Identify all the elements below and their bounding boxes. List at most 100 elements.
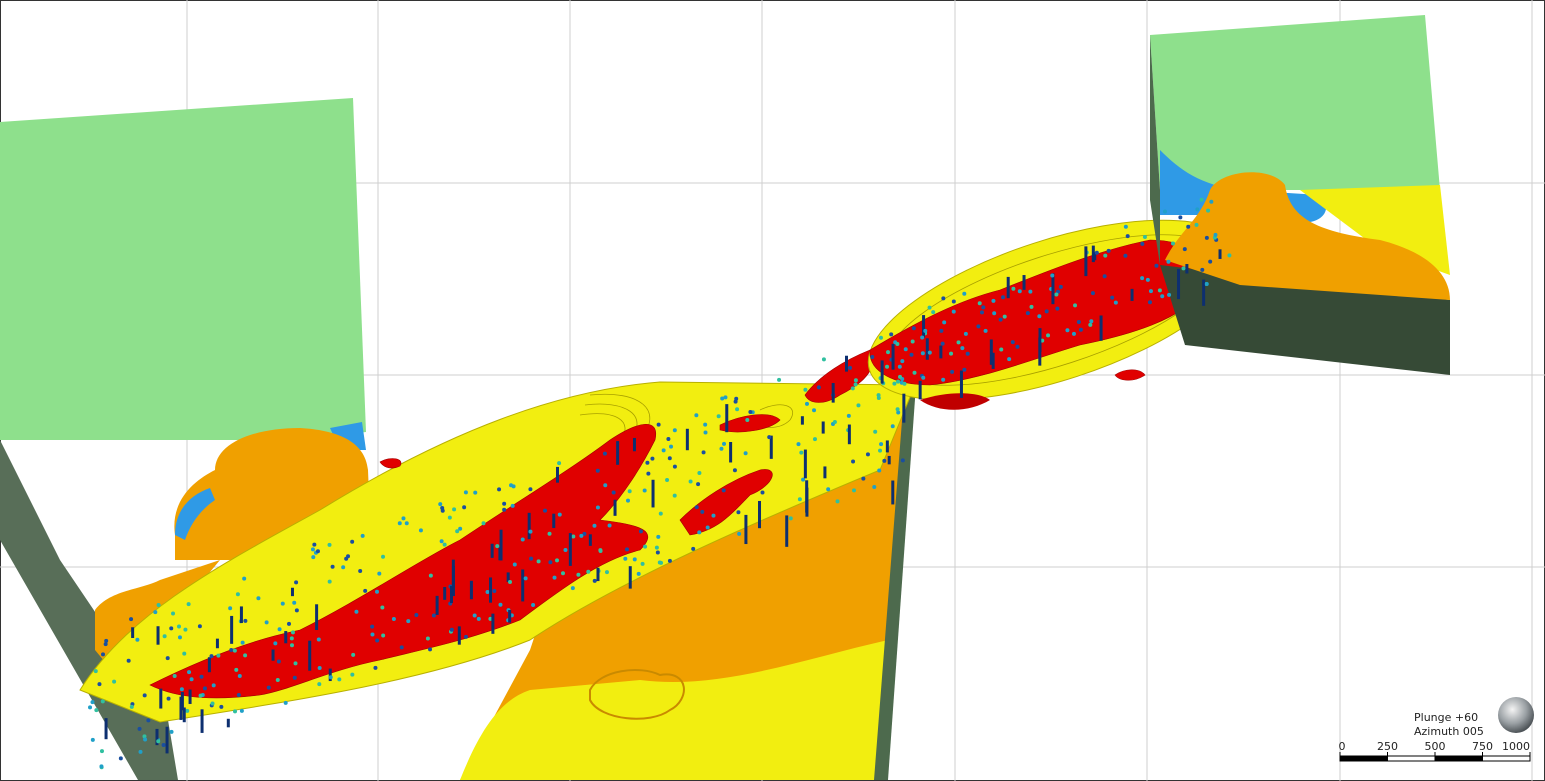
drillhole-sample (1090, 291, 1095, 296)
drillhole-sample (688, 479, 693, 484)
drillhole (823, 466, 827, 479)
drillhole-sample (397, 521, 402, 526)
green-layer (1150, 15, 1440, 190)
yellow-layer (460, 640, 888, 780)
drillhole-sample (950, 369, 955, 374)
drillhole-sample (142, 734, 147, 739)
drillhole-sample (508, 579, 513, 584)
drillhole (887, 455, 891, 465)
drillhole-sample (1123, 253, 1128, 258)
drillhole-sample (442, 542, 447, 547)
drillhole-sample (1140, 276, 1145, 281)
drillhole-sample (853, 378, 858, 383)
drillhole (1099, 315, 1103, 341)
drillhole-sample (920, 351, 925, 356)
drillhole-sample (90, 700, 95, 705)
drillhole (308, 640, 312, 671)
drillhole-sample (579, 533, 584, 538)
drillhole-sample (497, 487, 502, 492)
drillhole (207, 657, 211, 673)
drillhole (1022, 275, 1026, 290)
drillhole-sample (294, 608, 299, 613)
drillhole-sample (373, 665, 378, 670)
drillhole-sample (977, 301, 982, 306)
drillhole-sample (1010, 340, 1015, 345)
drillhole-sample (920, 335, 925, 340)
drillhole (1130, 288, 1134, 301)
drillhole-sample (803, 387, 808, 392)
drillhole-sample (316, 637, 321, 642)
drillhole (991, 352, 995, 369)
drillhole-sample (531, 603, 536, 608)
drillhole-sample (1166, 259, 1171, 264)
drillhole-sample (209, 654, 214, 659)
drillhole-sample (643, 544, 648, 549)
drillhole-sample (732, 468, 737, 473)
drillhole-sample (100, 699, 105, 704)
drillhole-sample (853, 382, 858, 387)
drillhole-sample (911, 326, 916, 331)
drillhole-sample (949, 351, 954, 356)
drillhole-sample (363, 588, 368, 593)
drillhole (769, 435, 773, 459)
drillhole-sample (463, 490, 468, 495)
drillholes (88, 197, 1232, 770)
drillhole-sample (760, 490, 765, 495)
drillhole-sample (703, 430, 708, 435)
drillhole-sample (233, 709, 238, 714)
drillhole-sample (720, 396, 725, 401)
drillhole-sample (655, 550, 660, 555)
drillhole-sample (865, 452, 870, 457)
drillhole-sample (886, 350, 891, 355)
drillhole-sample (351, 652, 356, 657)
drillhole (1006, 276, 1010, 299)
drillhole-sample (1208, 259, 1213, 264)
drillhole-sample (1154, 263, 1159, 268)
drillhole-sample (931, 310, 936, 315)
drillhole-sample (696, 482, 701, 487)
drillhole (315, 604, 319, 631)
drillhole-sample (962, 291, 967, 296)
drillhole (596, 567, 600, 582)
drillhole-sample (940, 341, 945, 346)
drillhole (651, 479, 655, 508)
drillhole-sample (737, 531, 742, 536)
drillhole (568, 533, 572, 566)
drillhole (902, 393, 906, 423)
drillhole-sample (667, 456, 672, 461)
drillhole-sample (722, 441, 727, 446)
drillhole-sample (455, 529, 460, 534)
drillhole-sample (697, 530, 702, 535)
drillhole-sample (142, 693, 147, 698)
drillhole (847, 424, 851, 445)
drillhole (215, 638, 219, 649)
drillhole-sample (1178, 215, 1183, 220)
drillhole-sample (219, 704, 224, 709)
drillhole-sample (370, 632, 375, 637)
drillhole-sample (902, 381, 907, 386)
drillhole-sample (878, 335, 883, 340)
drillhole (179, 696, 183, 720)
drillhole (506, 572, 510, 582)
drillhole-sample (1044, 309, 1049, 314)
drillhole (1185, 264, 1189, 274)
drillhole-sample (632, 557, 637, 562)
azimuth-label: Azimuth 005 (1414, 725, 1484, 738)
drillhole-sample (239, 708, 244, 713)
drillhole-sample (1011, 286, 1016, 291)
drillhole-sample (547, 531, 552, 536)
drillhole-sample (1037, 314, 1042, 319)
drillhole-sample (186, 602, 191, 607)
drillhole-sample (979, 310, 984, 315)
drillhole-sample (942, 320, 947, 325)
drillhole-sample (156, 739, 161, 744)
orientation-globe[interactable] (1498, 697, 1534, 733)
drillhole (1038, 337, 1042, 366)
drillhole (457, 626, 461, 645)
drillhole (469, 580, 473, 600)
drillhole-sample (198, 693, 203, 698)
drillhole-sample (381, 554, 386, 559)
drillhole-sample (228, 606, 233, 611)
drillhole-sample (341, 565, 346, 570)
drillhole (555, 466, 559, 483)
